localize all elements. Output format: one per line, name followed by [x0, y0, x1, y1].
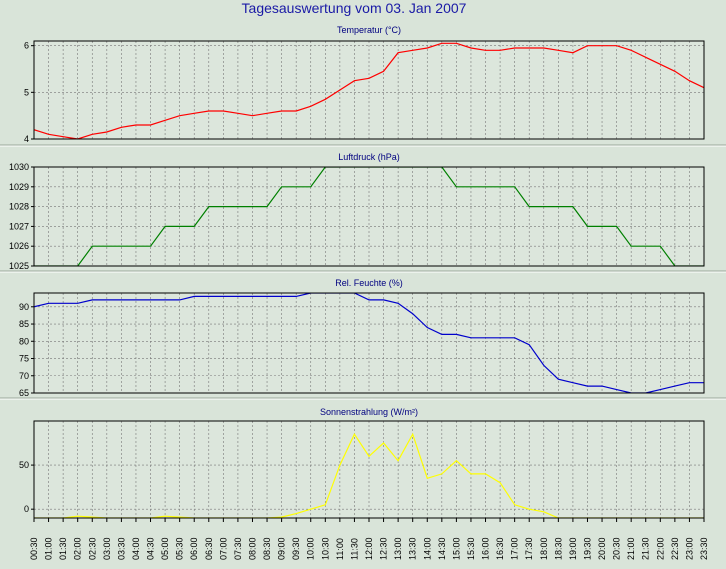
- x-tick-label: 15:00: [451, 537, 461, 560]
- x-tick-label: 07:30: [233, 537, 243, 560]
- x-tick-label: 11:30: [349, 538, 359, 560]
- x-tick-label: 00:30: [29, 537, 39, 560]
- y-tick-label: 0: [24, 504, 29, 514]
- chart-panel-4: Sonnenstrahlung (W/m²) 0 50: [19, 407, 705, 519]
- series-line: [34, 42, 704, 139]
- x-tick-label: 22:00: [655, 537, 665, 560]
- x-tick-label: 12:30: [379, 537, 389, 560]
- x-tick-label: 03:30: [116, 537, 126, 560]
- y-tick-label: 65: [19, 388, 29, 398]
- x-tick-label: 09:30: [291, 537, 301, 560]
- x-tick-label: 22:30: [670, 537, 680, 560]
- x-tick-label: 04:30: [146, 537, 156, 560]
- y-tick-label: 50: [19, 460, 29, 470]
- y-tick-label: 1028: [9, 202, 29, 212]
- x-tick-label: 23:00: [684, 537, 694, 560]
- x-tick-label: 04:00: [131, 537, 141, 560]
- y-tick-label: 70: [19, 371, 29, 381]
- panel-title: Temperatur (°C): [337, 25, 401, 35]
- y-tick-label: 1026: [9, 241, 29, 251]
- x-tick-label: 02:00: [73, 537, 83, 560]
- x-tick-label: 18:30: [553, 537, 563, 560]
- plot-frame: [33, 40, 705, 140]
- x-tick-label: 09:00: [277, 537, 287, 560]
- y-tick-label: 1030: [9, 162, 29, 172]
- x-tick-label: 21:00: [626, 537, 636, 560]
- x-tick-label: 05:30: [175, 537, 185, 560]
- y-tick-label: 75: [19, 354, 29, 364]
- x-tick-label: 01:00: [44, 537, 54, 560]
- x-tick-label: 12:00: [364, 537, 374, 560]
- chart-panel-2: Luftdruck (hPa) 1025 1026 1027 1028 1029 1030: [0, 152, 726, 273]
- x-tick-label: 18:00: [539, 537, 549, 560]
- x-tick-label: 16:00: [481, 537, 491, 560]
- y-tick-label: 85: [19, 319, 29, 329]
- x-tick-label: 23:30: [699, 537, 709, 560]
- chart-panel-3: Rel. Feuchte (%) 65 70 75 80 85 90: [0, 278, 726, 400]
- x-tick-label: 20:00: [597, 537, 607, 560]
- series-line: [34, 167, 704, 266]
- x-tick-label: 02:30: [87, 537, 97, 560]
- x-tick-label: 11:00: [335, 538, 345, 560]
- panel-title: Sonnenstrahlung (W/m²): [320, 407, 418, 417]
- plot-frame: [33, 166, 705, 267]
- x-axis-labels: 00:30 01:00 01:30 02:00 02:30 03:00 03:30 04:00…: [29, 518, 709, 560]
- x-tick-label: 16:30: [495, 537, 505, 560]
- panel-title: Rel. Feuchte (%): [335, 278, 403, 288]
- plot-frame: [33, 292, 705, 394]
- x-tick-label: 06:00: [189, 537, 199, 560]
- chart-title: Tagesauswertung vom 03. Jan 2007: [242, 0, 467, 16]
- x-tick-label: 08:30: [262, 537, 272, 560]
- x-tick-label: 21:30: [641, 537, 651, 560]
- x-tick-label: 14:30: [437, 537, 447, 560]
- y-tick-label: 1025: [9, 261, 29, 271]
- x-tick-label: 01:30: [58, 537, 68, 560]
- series-line: [34, 432, 704, 518]
- x-tick-label: 08:00: [247, 537, 257, 560]
- x-tick-label: 10:00: [306, 537, 316, 560]
- x-tick-label: 20:30: [612, 537, 622, 560]
- panel-title: Luftdruck (hPa): [338, 152, 400, 162]
- y-tick-label: 80: [19, 336, 29, 346]
- x-tick-label: 06:30: [204, 537, 214, 560]
- x-tick-label: 05:00: [160, 537, 170, 560]
- y-tick-label: 5: [24, 87, 29, 97]
- series-line: [34, 293, 704, 393]
- x-tick-label: 17:30: [524, 537, 534, 560]
- x-tick-label: 10:30: [320, 537, 330, 560]
- chart-panel-1: Temperatur (°C) 4 5 6: [0, 25, 726, 147]
- x-tick-label: 19:30: [582, 537, 592, 560]
- x-tick-label: 14:00: [422, 537, 432, 560]
- y-tick-label: 1029: [9, 182, 29, 192]
- y-tick-label: 6: [24, 41, 29, 51]
- y-tick-label: 90: [19, 302, 29, 312]
- x-tick-label: 17:00: [510, 537, 520, 560]
- y-tick-label: 4: [24, 134, 29, 144]
- x-tick-label: 15:30: [466, 537, 476, 560]
- x-tick-label: 13:30: [408, 537, 418, 560]
- y-tick-label: 1027: [9, 221, 29, 231]
- x-tick-label: 07:00: [218, 537, 228, 560]
- x-tick-label: 03:00: [102, 537, 112, 560]
- x-tick-label: 13:00: [393, 537, 403, 560]
- x-tick-label: 19:00: [568, 537, 578, 560]
